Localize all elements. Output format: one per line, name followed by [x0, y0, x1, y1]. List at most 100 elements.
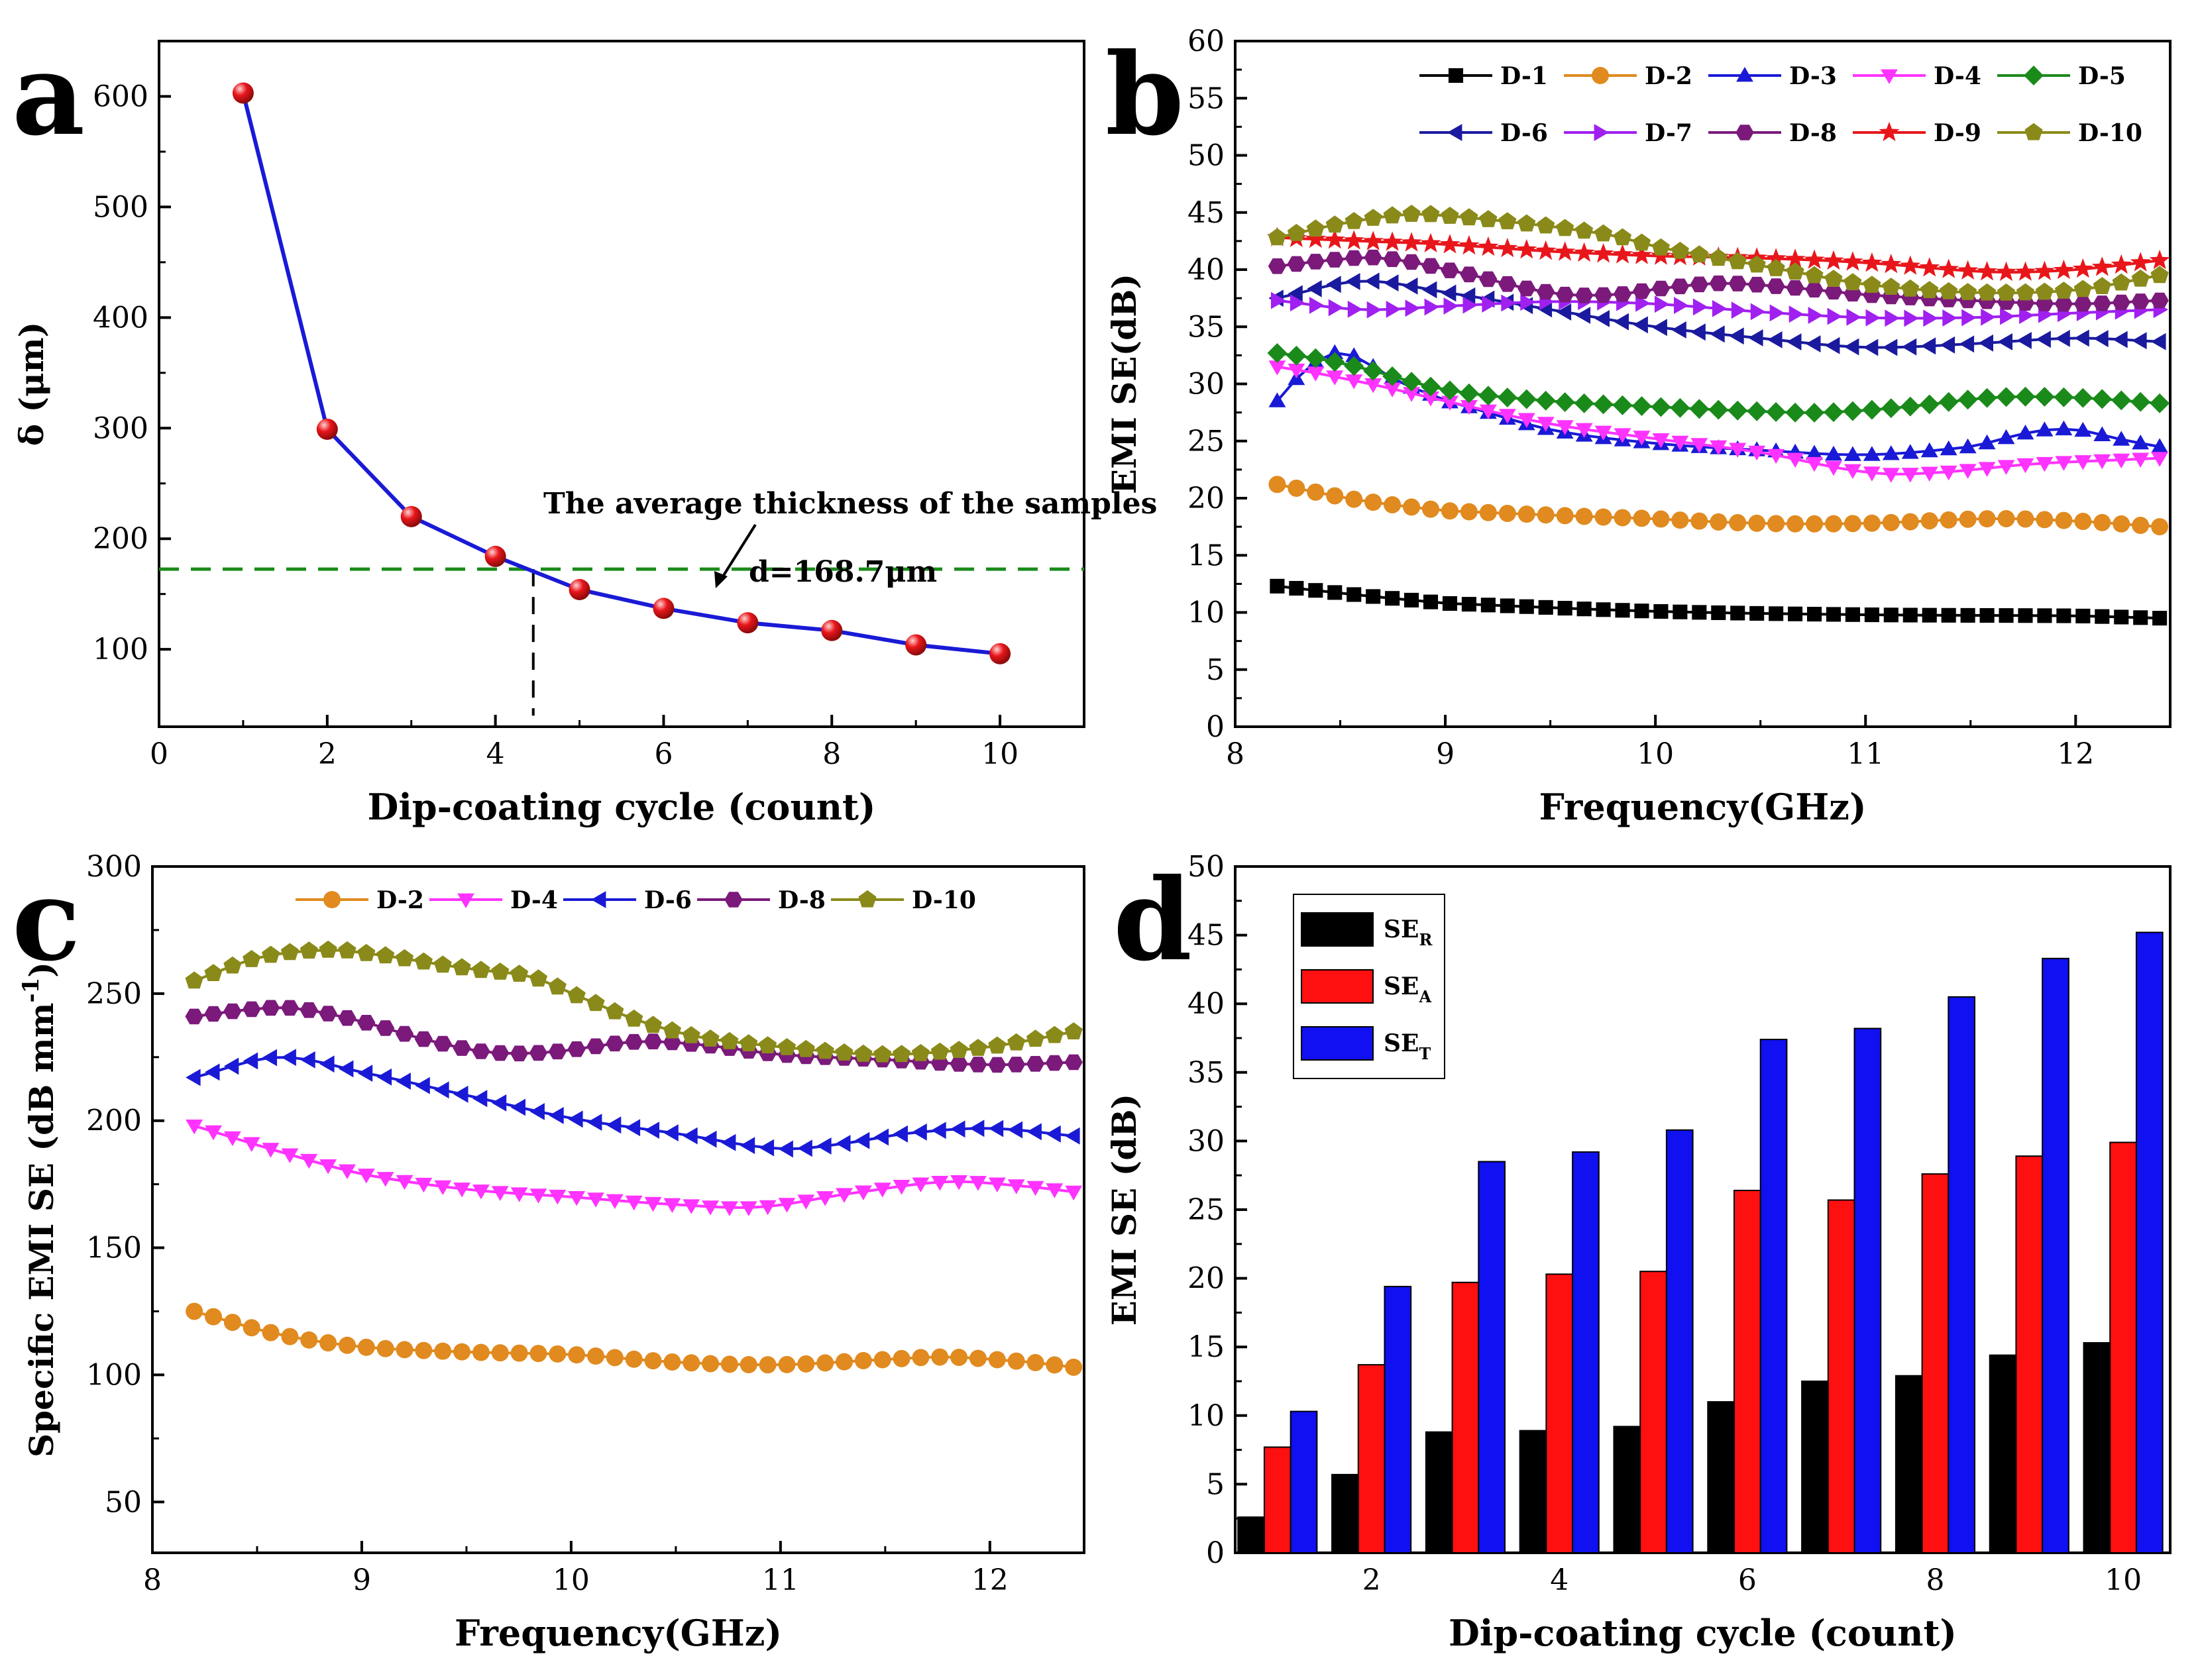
data-point [1327, 585, 1343, 600]
y-axis-title-end: ) [22, 962, 61, 978]
data-point [1403, 498, 1421, 516]
data-point [1498, 212, 1517, 230]
data-point [1498, 409, 1516, 424]
bar [1921, 1173, 1950, 1554]
y-tick-label: 30 [1187, 1124, 1225, 1158]
bar [1759, 1039, 1788, 1553]
data-point [1881, 398, 1901, 419]
data-point [836, 1135, 851, 1152]
data-point [1824, 402, 1843, 423]
data-point [2093, 330, 2109, 348]
data-point [1045, 1055, 1064, 1071]
x-tick-label: 10 [981, 737, 1018, 771]
data-point [1709, 275, 1728, 291]
data-point [1959, 510, 1977, 528]
data-point [740, 1034, 758, 1051]
data-point [1805, 266, 1824, 284]
data-point [2093, 277, 2111, 294]
data-point [1978, 434, 1996, 450]
data-point [854, 1351, 872, 1369]
data-point [1308, 583, 1323, 598]
data-point [816, 1137, 832, 1155]
data-point [816, 1354, 834, 1372]
data-point [587, 1192, 604, 1208]
data-point [510, 965, 529, 982]
data-point [740, 1201, 757, 1216]
data-point [1461, 597, 1476, 612]
data-point [491, 1094, 507, 1112]
data-point [1690, 276, 1708, 293]
data-point [1307, 483, 1325, 501]
y-axis-title: δ (μm) [12, 322, 51, 446]
data-point [1535, 390, 1556, 411]
data-point [1422, 281, 1437, 299]
data-point [1978, 283, 1997, 301]
legend-label: D-6 [644, 886, 692, 914]
data-point [491, 1045, 510, 1061]
data-point [433, 1035, 452, 1052]
data-point [1441, 502, 1458, 520]
data-point [1919, 257, 1940, 277]
data-point [319, 940, 337, 958]
data-point [319, 1159, 337, 1175]
data-point [1364, 272, 1380, 290]
data-point [1844, 446, 1861, 461]
data-point [1538, 600, 1553, 615]
x-tick-label: 8 [1226, 737, 1244, 771]
data-point [2055, 420, 2073, 436]
data-point [2112, 273, 2130, 291]
data-point [1940, 511, 1957, 529]
data-point [1519, 599, 1534, 614]
data-point [491, 1344, 509, 1362]
data-point [568, 1191, 586, 1206]
data-point [1997, 333, 2012, 350]
data-point [625, 1119, 641, 1137]
data-point [262, 945, 280, 963]
delta-line [241, 92, 1001, 656]
y-tick-label: 200 [93, 522, 148, 556]
data-point [261, 1000, 280, 1016]
data-point [243, 1137, 260, 1152]
data-point [1996, 387, 2016, 407]
data-point [1996, 261, 2016, 282]
data-point [1479, 503, 1497, 521]
series-d-6 [186, 1049, 1080, 1158]
series-d-1 [1270, 578, 2168, 626]
data-point [1957, 260, 1979, 280]
data-point [969, 1039, 987, 1056]
data-point [1979, 607, 1995, 623]
data-point [357, 1338, 375, 1356]
legend-marker [1448, 68, 1464, 83]
data-point [1843, 338, 1859, 356]
data-point [1498, 276, 1517, 292]
data-point [702, 1130, 717, 1148]
y-tick-label: 10 [1187, 596, 1225, 630]
data-point [2055, 511, 2073, 529]
data-point [205, 1125, 222, 1141]
data-point [988, 1120, 1004, 1137]
data-point [2132, 332, 2147, 350]
bar [1425, 1431, 1453, 1554]
data-point [1289, 580, 1304, 596]
legend-marker [1447, 124, 1462, 141]
data-point [1537, 284, 1555, 300]
series-d-10 [185, 940, 1083, 1063]
data-point [893, 1045, 911, 1063]
data-point [1270, 578, 1285, 594]
data-point [720, 1133, 736, 1151]
data-point [472, 1090, 488, 1108]
data-point [931, 1122, 946, 1139]
x-tick-label: 2 [1362, 1563, 1381, 1597]
panel-c-series [185, 940, 1083, 1376]
data-point [2152, 611, 2168, 626]
data-point [567, 1041, 586, 1057]
data-point [1750, 303, 1766, 321]
data-point [969, 1120, 985, 1137]
data-point [281, 1328, 299, 1345]
y-tick-label: 35 [1187, 310, 1225, 344]
x-tick-label: 10 [553, 1563, 590, 1597]
data-point [873, 1128, 889, 1146]
y-tick-label: 60 [1187, 25, 1225, 58]
data-point [1631, 396, 1652, 416]
data-point [778, 1198, 796, 1213]
